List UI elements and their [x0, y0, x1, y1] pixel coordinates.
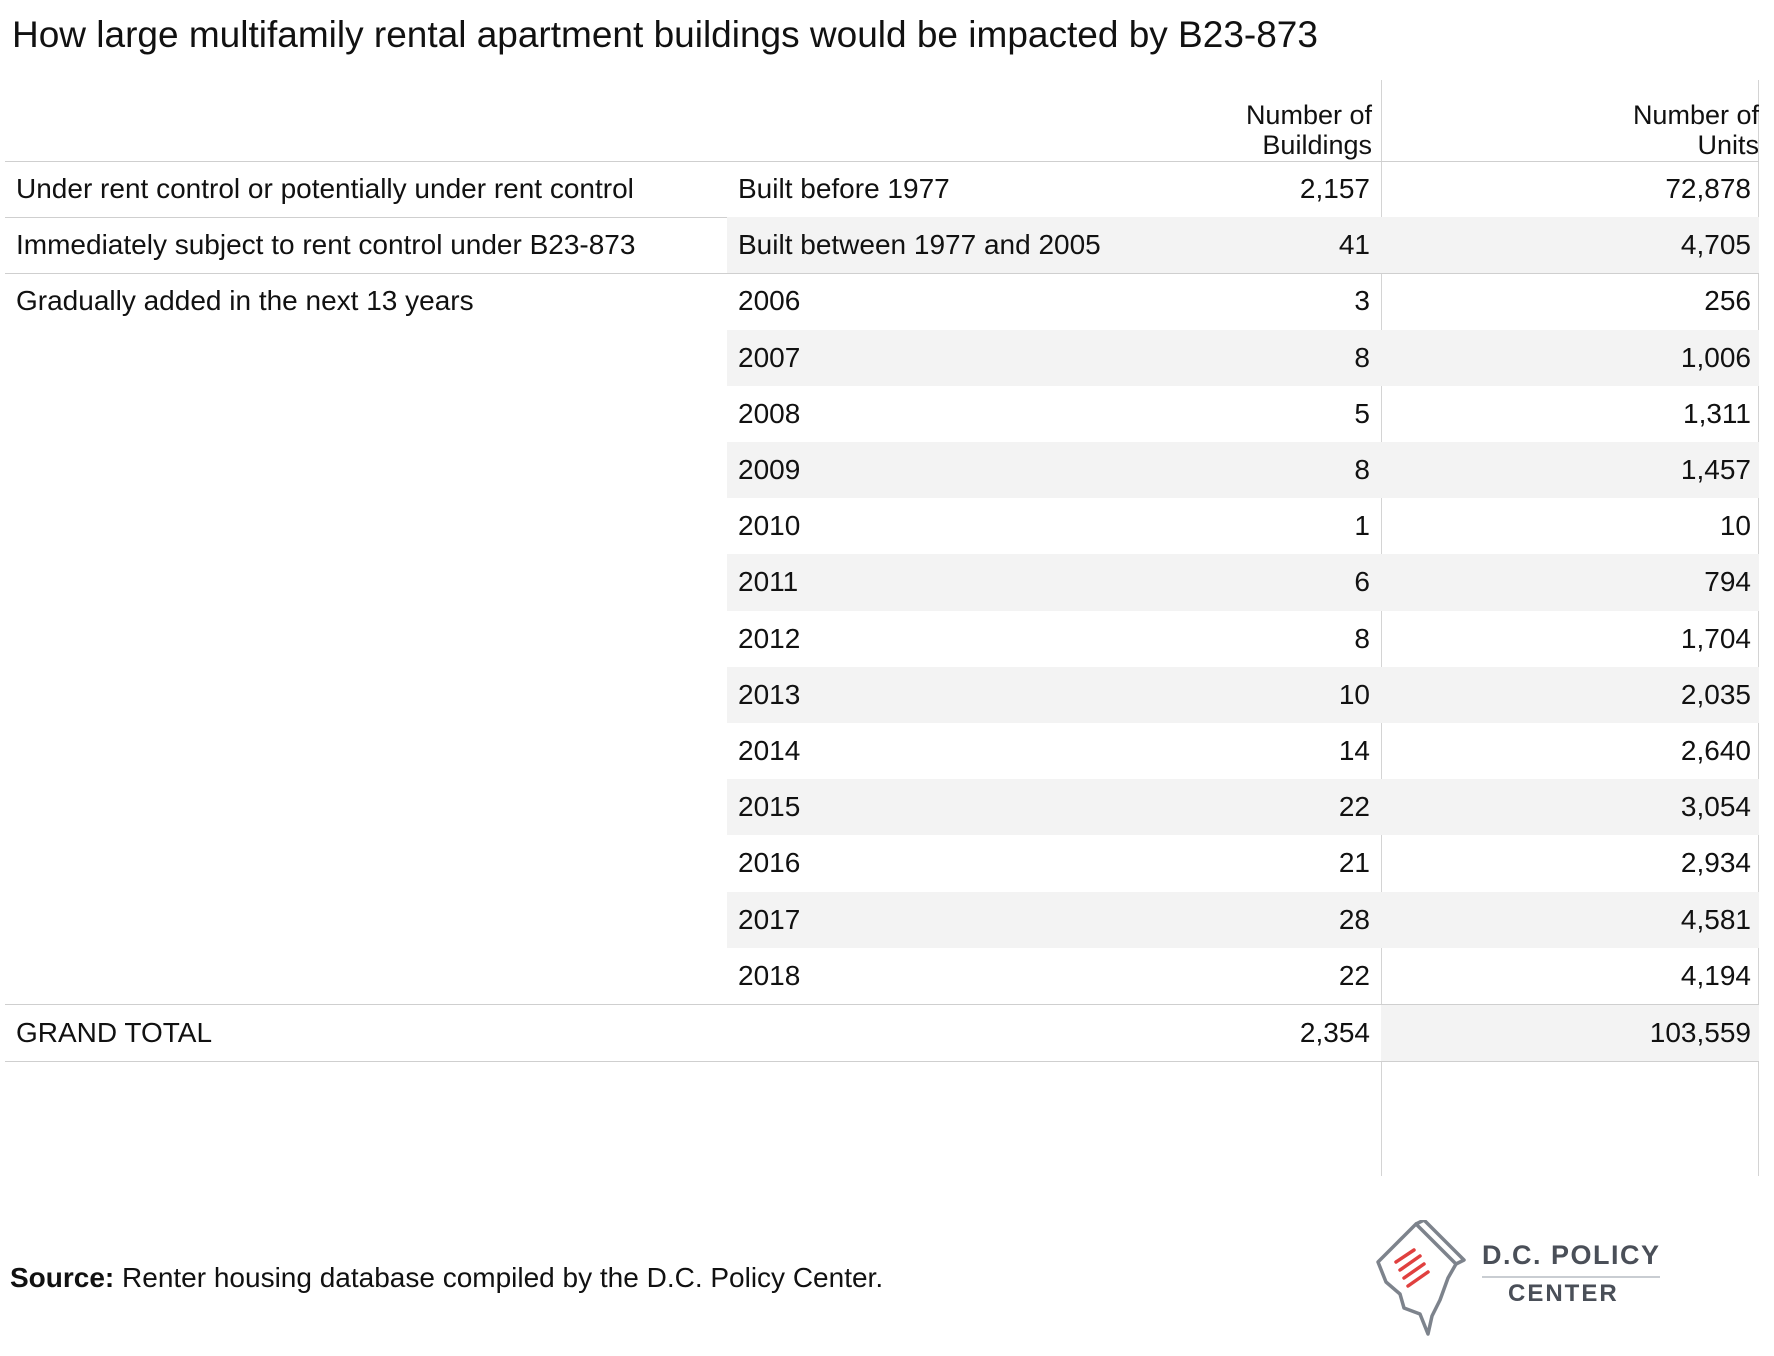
- row-shading: [727, 329, 1759, 386]
- table-row: Gradually added in the next 13 years 2006…: [5, 273, 1759, 329]
- buildings-value: 1: [1354, 510, 1370, 542]
- header-units-line2: Units: [1697, 130, 1759, 160]
- row-sub-label: 2006: [738, 285, 801, 317]
- table-row: 2011 6 794: [5, 554, 1759, 611]
- table-row: 2009 8 1,457: [5, 442, 1759, 499]
- buildings-value: 6: [1354, 566, 1370, 598]
- table-row: 2012 8 1,704: [5, 611, 1759, 667]
- row-sub-label: Built before 1977: [738, 173, 950, 204]
- buildings-value: 21: [1338, 847, 1370, 879]
- units-value: 1,704: [1680, 622, 1751, 654]
- units-value: 4,705: [1680, 229, 1751, 261]
- row-sub-label: 2007: [738, 341, 801, 373]
- column-divider: [1381, 80, 1382, 1176]
- row-shading: [727, 217, 1759, 274]
- logo-text-line2: CENTER: [1508, 1280, 1619, 1307]
- units-value: 1,311: [1683, 397, 1751, 429]
- buildings-value: 3: [1354, 285, 1370, 317]
- row-group-label: Under rent control or potentially under …: [16, 173, 634, 204]
- page-title: How large multifamily rental apartment b…: [12, 14, 1318, 55]
- units-value: 1,006: [1680, 341, 1751, 373]
- row-sub-label: Built between 1977 and 2005: [738, 229, 1101, 261]
- header-units: Number of Units: [1589, 100, 1759, 160]
- header-buildings: Number of Buildings: [1202, 100, 1372, 160]
- dc-map-pencil-icon: [1376, 1218, 1466, 1336]
- header-row: Number of Buildings Number of Units: [5, 80, 1759, 162]
- dc-policy-center-logo: D.C. POLICY CENTER: [1370, 1218, 1670, 1340]
- buildings-value: 10: [1338, 678, 1370, 710]
- table-row: 2013 10 2,035: [5, 666, 1759, 723]
- units-value: 794: [1704, 566, 1751, 598]
- row-sub-label: 2018: [738, 959, 801, 991]
- logo-divider: [1482, 1276, 1660, 1278]
- buildings-value: 28: [1338, 903, 1370, 935]
- row-shading: [727, 442, 1759, 499]
- units-value: 2,035: [1680, 678, 1751, 710]
- header-units-line1: Number of: [1632, 100, 1759, 130]
- source-note: Source: Renter housing database compiled…: [10, 1262, 883, 1294]
- source-text: Renter housing database compiled by the …: [114, 1262, 884, 1293]
- source-label: Source:: [10, 1262, 115, 1293]
- row-sub-label: 2014: [738, 735, 801, 766]
- units-value: 256: [1704, 285, 1751, 317]
- table-row: Immediately subject to rent control unde…: [5, 217, 1759, 275]
- row-group-label: Gradually added in the next 13 years: [16, 285, 474, 317]
- row-sub-label: 2009: [738, 454, 801, 485]
- buildings-value: 5: [1354, 397, 1370, 429]
- buildings-value: 2,157: [1299, 173, 1370, 204]
- row-sub-label: 2013: [738, 678, 801, 710]
- row-shading: [727, 666, 1759, 723]
- row-sub-label: 2010: [738, 510, 801, 542]
- row-shading: [727, 891, 1759, 948]
- table-row: 2018 22 4,194: [5, 948, 1759, 1004]
- buildings-value: 8: [1354, 341, 1370, 373]
- row-shading: [727, 779, 1759, 836]
- row-shading: [727, 554, 1759, 611]
- buildings-value: 22: [1338, 791, 1370, 823]
- row-sub-label: 2016: [738, 847, 801, 879]
- logo-text-line1: D.C. POLICY: [1482, 1240, 1661, 1270]
- buildings-value: 8: [1354, 622, 1370, 654]
- units-value: 4,581: [1680, 903, 1751, 935]
- row-group-label: Immediately subject to rent control unde…: [16, 229, 636, 261]
- row-sub-label: 2015: [738, 791, 801, 823]
- table-right-border: [1758, 80, 1759, 1176]
- buildings-value: 8: [1354, 454, 1370, 485]
- row-sub-label: 2011: [738, 566, 799, 598]
- data-table: Number of Buildings Number of Units Unde…: [5, 80, 1759, 1176]
- units-value: 4,194: [1680, 959, 1751, 991]
- table-row: 2010 1 10: [5, 498, 1759, 554]
- table-row: 2008 5 1,311: [5, 386, 1759, 442]
- table-row: 2017 28 4,581: [5, 891, 1759, 948]
- units-value: 3,054: [1680, 791, 1751, 823]
- row-sub-label: 2012: [738, 622, 801, 654]
- table-row: 2015 22 3,054: [5, 779, 1759, 836]
- units-value: 72,878: [1665, 173, 1751, 204]
- grand-total-row: GRAND TOTAL 2,354 103,559: [5, 1004, 1759, 1063]
- grand-total-label: GRAND TOTAL: [16, 1017, 213, 1048]
- grand-total-buildings: 2,354: [1299, 1017, 1370, 1048]
- buildings-value: 22: [1338, 959, 1370, 991]
- buildings-value: 41: [1338, 229, 1370, 261]
- units-value: 2,640: [1680, 735, 1751, 766]
- table-row: 2014 14 2,640: [5, 723, 1759, 779]
- header-buildings-line1: Number of: [1245, 100, 1372, 130]
- units-value: 10: [1719, 510, 1751, 542]
- table-row: 2016 21 2,934: [5, 835, 1759, 891]
- units-value: 2,934: [1680, 847, 1751, 879]
- grand-total-units: 103,559: [1649, 1017, 1751, 1048]
- header-buildings-line2: Buildings: [1262, 130, 1372, 160]
- units-value: 1,457: [1680, 454, 1751, 485]
- row-sub-label: 2008: [738, 397, 801, 429]
- buildings-value: 14: [1338, 735, 1370, 766]
- row-sub-label: 2017: [738, 903, 801, 935]
- table-row: Under rent control or potentially under …: [5, 161, 1759, 219]
- table-row: 2007 8 1,006: [5, 329, 1759, 386]
- total-shading: [1381, 1005, 1759, 1062]
